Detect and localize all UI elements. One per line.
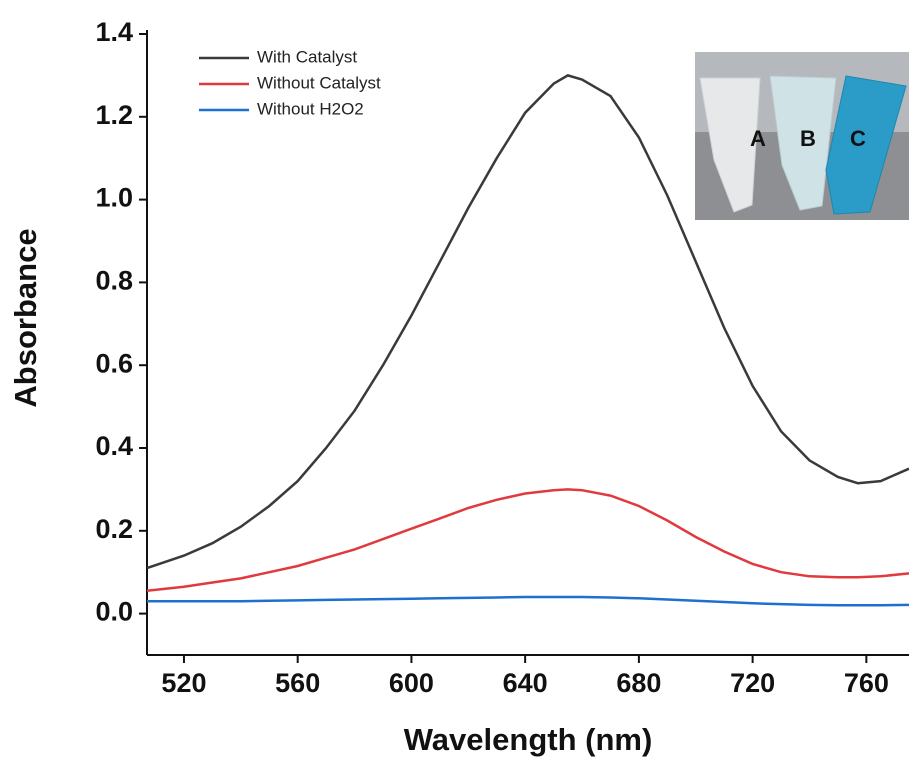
- y-tick-label: 0.4: [95, 431, 133, 461]
- series-line: [147, 595, 909, 607]
- x-tick-label: 760: [844, 668, 889, 698]
- legend-label: With Catalyst: [257, 47, 357, 66]
- x-tick-label: 600: [389, 668, 434, 698]
- y-tick-label: 1.2: [95, 100, 133, 130]
- x-tick-label: 720: [730, 668, 775, 698]
- inset-label: B: [800, 126, 816, 151]
- inset-label: C: [850, 126, 866, 151]
- legend-label: Without H2O2: [257, 99, 364, 118]
- y-tick-label: 0.8: [95, 266, 133, 296]
- inset-label: A: [750, 126, 766, 151]
- series-line: [146, 488, 909, 593]
- y-axis-label: Absorbance: [8, 228, 43, 407]
- y-tick-label: 0.0: [95, 597, 133, 627]
- legend-label: Without Catalyst: [257, 73, 381, 92]
- y-tick-label: 1.0: [95, 183, 133, 213]
- x-tick-label: 640: [503, 668, 548, 698]
- x-tick-label: 680: [616, 668, 661, 698]
- y-tick-label: 1.4: [95, 17, 133, 47]
- inset-photo: [695, 52, 909, 220]
- series-line: [146, 74, 909, 570]
- x-tick-label: 520: [161, 668, 206, 698]
- y-tick-label: 0.6: [95, 348, 133, 378]
- x-tick-label: 560: [275, 668, 320, 698]
- y-tick-label: 0.2: [95, 514, 133, 544]
- x-axis-label: Wavelength (nm): [404, 722, 653, 757]
